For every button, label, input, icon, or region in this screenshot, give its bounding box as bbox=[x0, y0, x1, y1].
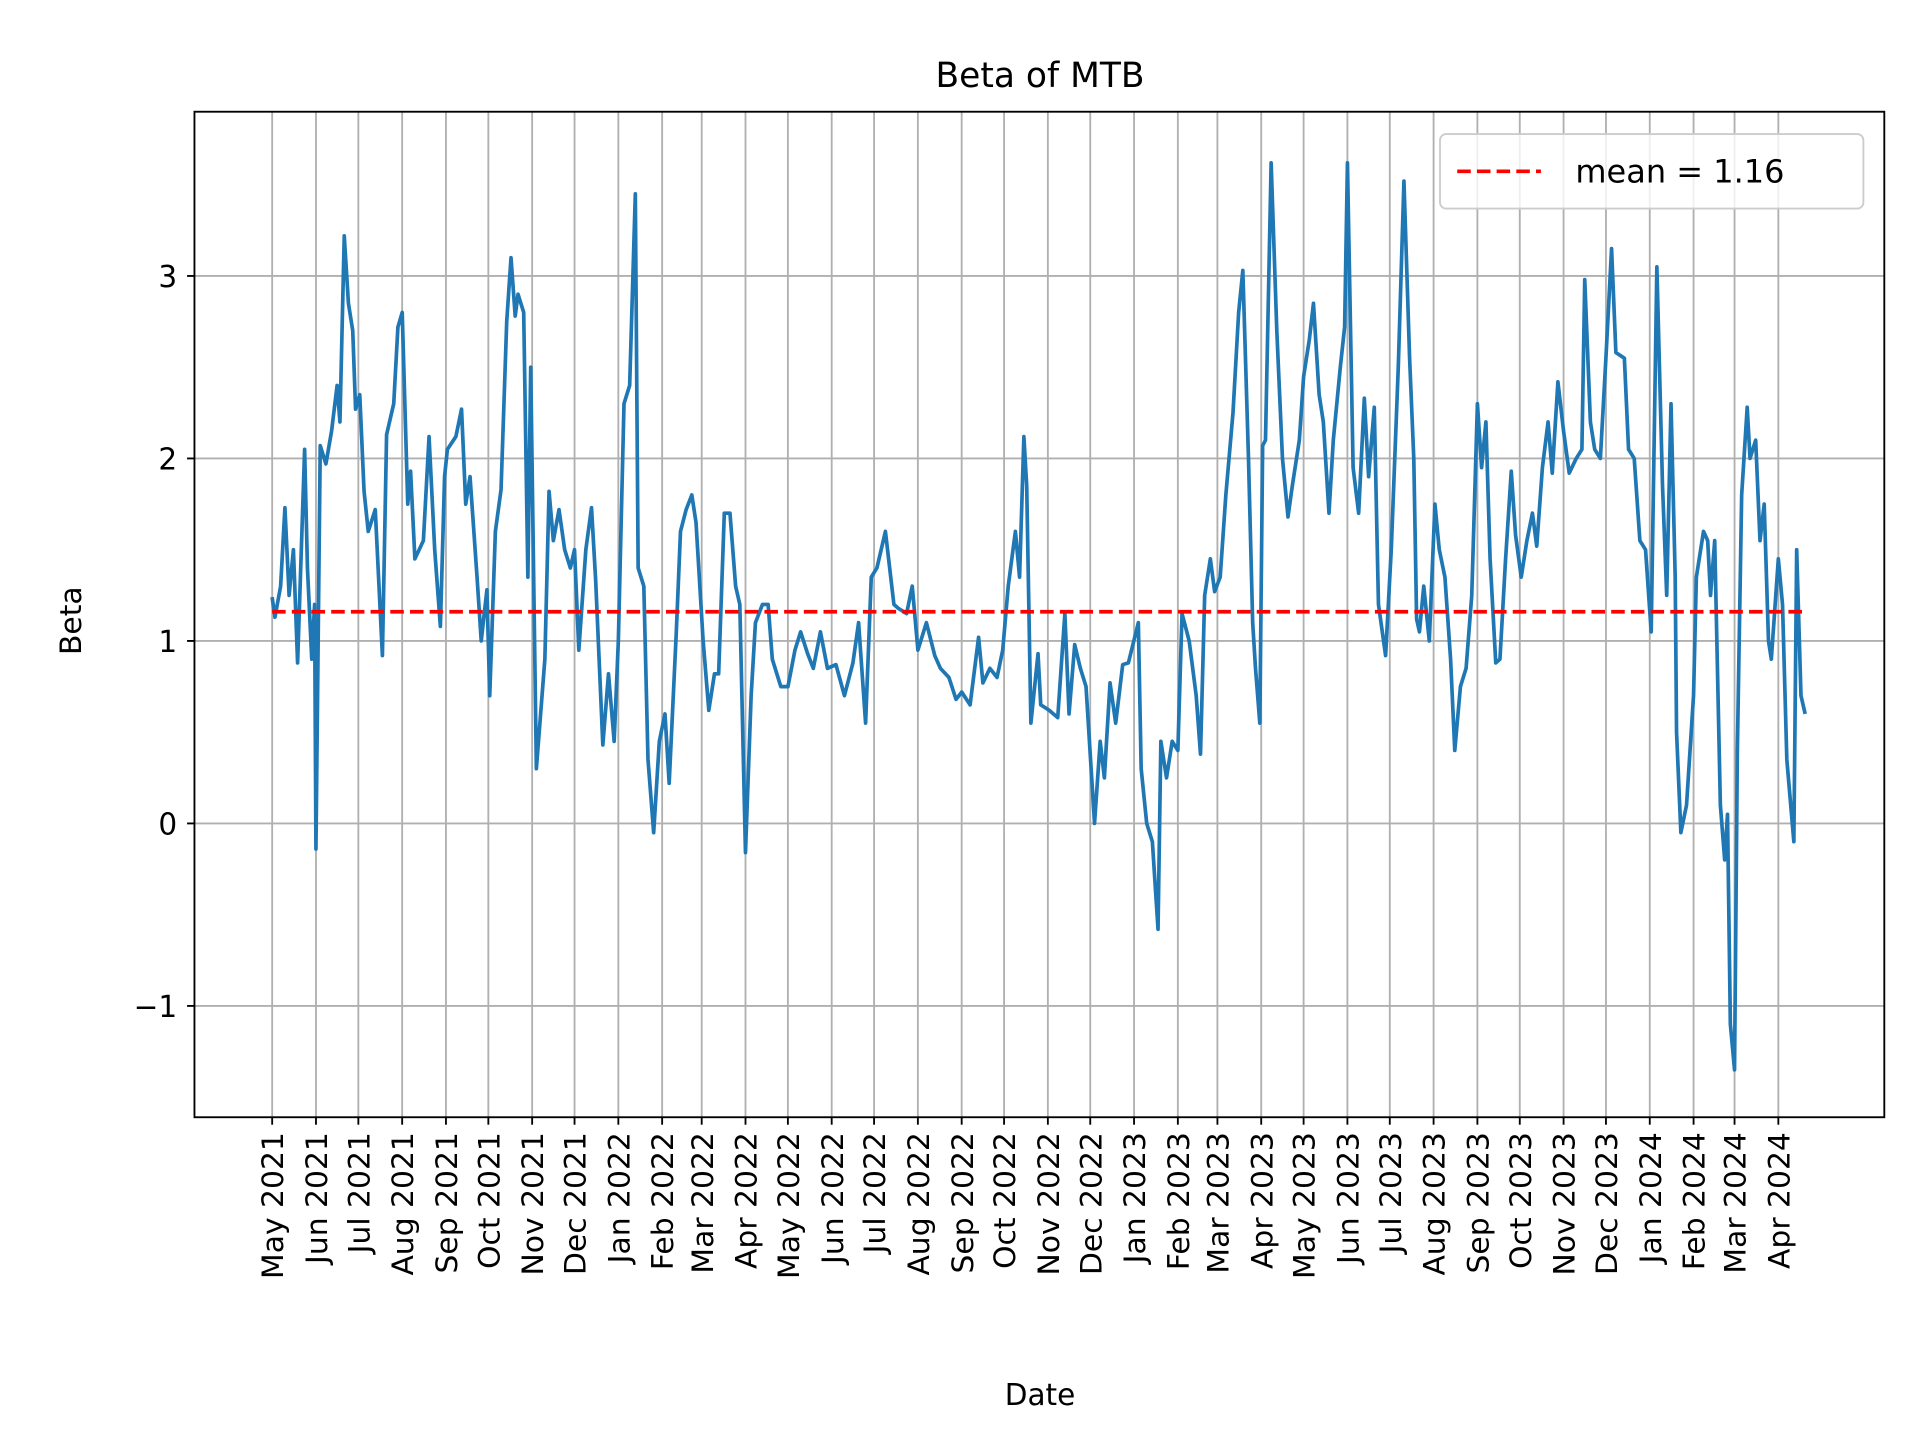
y-tick-label: 1 bbox=[158, 624, 177, 659]
x-tick-label: Jun 2022 bbox=[815, 1132, 850, 1266]
x-tick-label: Aug 2021 bbox=[385, 1132, 420, 1275]
y-tick-label: 2 bbox=[158, 442, 177, 477]
x-tick-label: Aug 2023 bbox=[1417, 1132, 1452, 1275]
x-tick-label: Mar 2024 bbox=[1718, 1132, 1753, 1273]
x-axis: May 2021 Jun 2021 Jul 2021 Aug 2021 Sep 2021… bbox=[255, 1117, 1796, 1279]
x-axis-label: Date bbox=[1005, 1377, 1076, 1412]
y-tick-label: 3 bbox=[158, 259, 177, 294]
x-tick-label: Dec 2022 bbox=[1073, 1132, 1108, 1275]
legend: mean = 1.16 bbox=[1439, 133, 1865, 210]
x-tick-label: Nov 2023 bbox=[1547, 1132, 1582, 1275]
x-tick-label: Feb 2024 bbox=[1677, 1132, 1712, 1270]
x-tick-label: Jul 2022 bbox=[857, 1132, 892, 1255]
x-tick-label: Sep 2022 bbox=[945, 1132, 980, 1273]
x-tick-label: Oct 2023 bbox=[1503, 1132, 1538, 1269]
x-tick-label: Apr 2022 bbox=[729, 1132, 764, 1269]
x-tick-label: Jan 2023 bbox=[1117, 1132, 1152, 1265]
grid bbox=[194, 111, 1885, 1118]
x-tick-label: Apr 2024 bbox=[1762, 1132, 1797, 1269]
x-tick-label: Feb 2023 bbox=[1161, 1132, 1196, 1270]
y-tick-label: −1 bbox=[134, 989, 178, 1024]
x-tick-label: Dec 2021 bbox=[558, 1132, 593, 1275]
y-tick-label: 0 bbox=[158, 806, 177, 841]
x-tick-label: Sep 2021 bbox=[429, 1132, 464, 1273]
x-tick-label: Jul 2023 bbox=[1373, 1132, 1408, 1255]
x-tick-label: Jun 2023 bbox=[1331, 1132, 1366, 1266]
x-tick-label: Mar 2022 bbox=[685, 1132, 720, 1273]
series-layer bbox=[270, 161, 1807, 1072]
chart-title: Beta of MTB bbox=[935, 56, 1144, 96]
beta-series-line bbox=[270, 161, 1807, 1072]
x-tick-label: May 2023 bbox=[1287, 1132, 1322, 1279]
x-tick-label: Mar 2023 bbox=[1201, 1132, 1236, 1273]
axes-frame bbox=[193, 110, 1886, 1119]
x-tick-label: Apr 2023 bbox=[1244, 1132, 1279, 1269]
x-tick-label: Sep 2023 bbox=[1461, 1132, 1496, 1273]
x-tick-label: May 2022 bbox=[771, 1132, 806, 1279]
x-tick-label: Jul 2021 bbox=[342, 1132, 377, 1255]
y-axis: −1 0 1 2 3 bbox=[134, 259, 195, 1024]
x-tick-label: Feb 2022 bbox=[645, 1132, 680, 1270]
x-tick-label: Jan 2022 bbox=[602, 1132, 637, 1265]
y-axis-label: Beta bbox=[53, 586, 88, 655]
x-tick-label: Nov 2021 bbox=[515, 1132, 550, 1275]
legend-box bbox=[1439, 133, 1865, 210]
x-tick-label: Jun 2021 bbox=[299, 1132, 334, 1266]
x-tick-label: Oct 2022 bbox=[987, 1132, 1022, 1269]
x-tick-label: May 2021 bbox=[255, 1132, 290, 1279]
x-tick-label: Aug 2022 bbox=[901, 1132, 936, 1275]
x-tick-label: Oct 2021 bbox=[472, 1132, 507, 1269]
legend-mean-label: mean = 1.16 bbox=[1575, 152, 1784, 190]
x-tick-label: Jan 2024 bbox=[1633, 1132, 1668, 1265]
x-tick-label: Dec 2023 bbox=[1589, 1132, 1624, 1275]
x-tick-label: Nov 2022 bbox=[1031, 1132, 1066, 1275]
